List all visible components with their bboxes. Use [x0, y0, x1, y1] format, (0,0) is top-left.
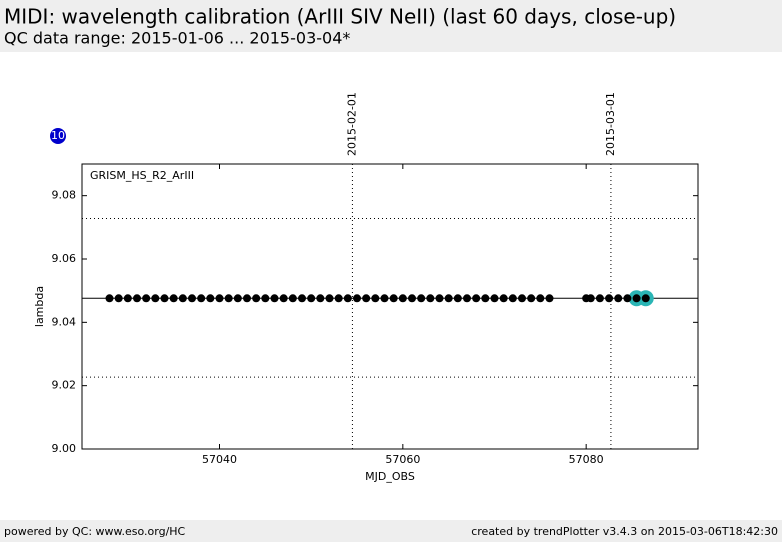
point	[105, 294, 114, 303]
point	[353, 294, 361, 303]
y-tick-label: 9.04	[52, 315, 77, 328]
y-tick-label: 9.02	[52, 379, 77, 392]
x-tick-label: 57060	[385, 453, 420, 466]
point	[453, 294, 462, 303]
point	[133, 294, 141, 303]
plot: 9.00 9.02 9.04 9.06 9.08 57040 57060 57080 2015-…	[33, 92, 699, 483]
subtitle: QC data range: 2015-01-06 ... 2015-03-04…	[4, 29, 350, 48]
point	[114, 294, 123, 303]
date-marker-label: 2015-02-01	[345, 92, 358, 156]
point	[632, 294, 641, 303]
point	[279, 294, 288, 303]
footer-left: powered by QC: www.eso.org/HC	[4, 525, 186, 538]
point	[623, 294, 632, 303]
point	[536, 294, 545, 303]
point	[188, 294, 196, 303]
point	[270, 294, 279, 303]
point	[472, 294, 481, 303]
point	[641, 294, 650, 303]
badge-circle	[50, 128, 66, 144]
point	[197, 294, 206, 303]
point	[233, 294, 242, 303]
point	[398, 294, 407, 303]
point	[545, 294, 554, 303]
point	[408, 294, 416, 303]
point	[151, 294, 160, 303]
point	[169, 294, 178, 303]
point	[444, 294, 453, 303]
point	[595, 294, 604, 303]
point	[518, 294, 526, 303]
y-tick-label: 9.08	[52, 189, 77, 202]
point	[243, 294, 251, 303]
point	[123, 294, 132, 303]
point	[142, 294, 151, 303]
point	[325, 294, 334, 303]
footer-right: created by trendPlotter v3.4.3 on 2015-0…	[471, 525, 778, 538]
annotation: GRISM_HS_R2_ArIII	[90, 169, 194, 182]
point	[160, 294, 169, 303]
date-marker-label: 2015-03-01	[604, 92, 617, 156]
point	[206, 294, 215, 303]
y-axis-label: lambda	[33, 286, 46, 327]
point	[508, 294, 517, 303]
point	[417, 294, 426, 303]
point	[316, 294, 325, 303]
point	[499, 294, 508, 303]
point	[343, 294, 352, 303]
point	[371, 294, 380, 303]
point	[362, 294, 371, 303]
point	[435, 294, 444, 303]
point	[605, 294, 614, 303]
x-tick-label: 57080	[569, 453, 604, 466]
point	[389, 294, 398, 303]
point	[586, 294, 595, 303]
point	[261, 294, 270, 303]
y-tick-label: 9.06	[52, 252, 77, 265]
point	[298, 294, 306, 303]
point	[224, 294, 233, 303]
point	[614, 294, 623, 303]
point	[288, 294, 297, 303]
y-tick-label: 9.00	[52, 442, 77, 455]
point	[481, 294, 490, 303]
plot-frame	[81, 163, 699, 450]
point	[527, 294, 536, 303]
point	[178, 294, 187, 303]
x-axis-label: MJD_OBS	[365, 470, 415, 483]
footer-band	[0, 520, 782, 542]
title: MIDI: wavelength calibration (ArIII SIV …	[4, 5, 676, 29]
point	[252, 294, 261, 303]
point	[490, 294, 499, 303]
point	[215, 294, 224, 303]
point	[380, 294, 389, 303]
point	[334, 294, 343, 303]
badge: 10	[51, 129, 65, 142]
point	[426, 294, 435, 303]
header-band	[0, 0, 782, 52]
point	[463, 294, 471, 303]
x-tick-label: 57040	[202, 453, 237, 466]
point	[307, 294, 316, 303]
